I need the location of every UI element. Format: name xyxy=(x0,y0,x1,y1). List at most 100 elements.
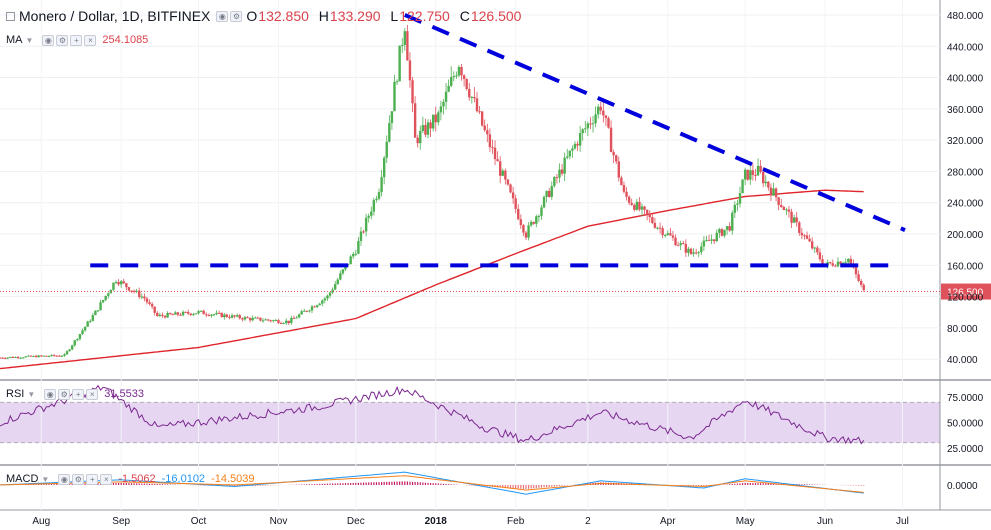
ohlc-close-label: C xyxy=(459,8,470,24)
rsi-legend[interactable]: RSI ▼ ◉ ⚙ + × 31.5533 xyxy=(6,388,144,400)
candle-body xyxy=(269,320,272,322)
candle-body xyxy=(303,310,306,312)
candle-body xyxy=(238,315,241,319)
candle-body xyxy=(313,306,316,308)
candle-body xyxy=(437,112,440,123)
candle-body xyxy=(9,356,12,358)
macd-legend[interactable]: MACD ▼ ◉ ⚙ + × -1.5062 -16.0102 -14.5039 xyxy=(6,473,255,485)
chevron-down-icon[interactable]: ▼ xyxy=(25,35,34,45)
candle-body xyxy=(107,293,110,296)
legend-toolbar[interactable]: ◉ ⚙ xyxy=(216,10,243,22)
main-pane[interactable] xyxy=(0,0,940,378)
candle-body xyxy=(362,231,365,233)
candle-body xyxy=(406,31,409,61)
candles xyxy=(0,24,865,360)
price-tick-label: 480.000 xyxy=(947,11,984,22)
candle-body xyxy=(99,302,102,311)
candle-body xyxy=(491,147,494,149)
candle-body xyxy=(586,123,590,129)
candle-body xyxy=(687,248,690,253)
close-icon[interactable]: × xyxy=(86,388,99,400)
macd-toolbar[interactable]: ◉ ⚙ + × xyxy=(58,473,113,485)
candle-body xyxy=(282,322,285,324)
candle-body xyxy=(241,318,244,320)
price-tick-label: 440.000 xyxy=(947,42,984,53)
trendlines[interactable] xyxy=(90,13,906,268)
candle-body xyxy=(764,181,767,184)
candle-body xyxy=(50,354,53,357)
candle-body xyxy=(483,125,486,131)
candle-body xyxy=(16,356,20,358)
candle-body xyxy=(782,207,786,211)
gear-icon[interactable]: ⚙ xyxy=(56,34,69,46)
candle-body xyxy=(199,310,203,312)
macd-signal-value: -14.5039 xyxy=(211,473,255,485)
candle-body xyxy=(607,118,610,128)
candle-body xyxy=(664,234,667,236)
candle-body xyxy=(834,265,837,267)
candle-body xyxy=(176,312,180,315)
close-icon[interactable]: × xyxy=(100,473,113,485)
time-tick-label: Aug xyxy=(32,516,50,527)
price-tick-label: 120.000 xyxy=(947,293,984,304)
candle-body xyxy=(780,204,783,208)
eye-icon[interactable]: ◉ xyxy=(58,473,71,485)
collapse-icon[interactable] xyxy=(6,11,15,21)
candle-body xyxy=(468,88,471,98)
candle-body xyxy=(212,314,216,316)
symbol-title: Monero / Dollar, 1D, BITFINEX xyxy=(19,8,211,24)
eye-icon[interactable]: ◉ xyxy=(44,388,57,400)
candle-body xyxy=(114,282,118,284)
gear-icon[interactable]: ⚙ xyxy=(58,388,71,400)
candle-body xyxy=(174,312,177,315)
candle-body xyxy=(22,357,25,359)
candle-body xyxy=(179,314,182,316)
candle-body xyxy=(622,185,626,192)
eye-icon[interactable]: ◉ xyxy=(42,34,55,46)
symbol-legend[interactable]: Monero / Dollar, 1D, BITFINEX ◉ ⚙ O132.85… xyxy=(6,8,521,24)
candle-body xyxy=(223,314,226,318)
candle-body xyxy=(426,122,430,135)
chevron-down-icon[interactable]: ▼ xyxy=(27,389,36,399)
candle-body xyxy=(42,355,46,357)
candle-body xyxy=(589,123,592,125)
candle-body xyxy=(547,190,551,197)
candle-body xyxy=(519,219,523,226)
price-tick-label: 360.000 xyxy=(947,105,984,116)
candle-body xyxy=(370,211,373,216)
candle-body xyxy=(367,215,370,218)
candle-body xyxy=(236,315,239,317)
candle-body xyxy=(96,310,100,312)
ma-legend[interactable]: MA ▼ ◉ ⚙ + × 254.1085 xyxy=(6,34,148,46)
candle-body xyxy=(264,319,267,321)
candle-body xyxy=(496,159,499,162)
plus-icon[interactable]: + xyxy=(72,388,85,400)
candle-body xyxy=(315,305,319,308)
candle-body xyxy=(11,356,15,358)
candle-body xyxy=(854,267,858,275)
candle-body xyxy=(517,208,520,220)
gear-icon[interactable]: ⚙ xyxy=(230,10,243,22)
candle-body xyxy=(808,238,811,242)
candle-body xyxy=(94,310,97,316)
price-tick-label: 280.000 xyxy=(947,167,984,178)
candle-body xyxy=(460,66,463,76)
chevron-down-icon[interactable]: ▼ xyxy=(41,474,50,484)
candle-body xyxy=(1,357,4,359)
candle-body xyxy=(625,191,628,197)
candle-body xyxy=(398,45,401,82)
eye-icon[interactable]: ◉ xyxy=(216,10,229,22)
candle-body xyxy=(163,315,167,318)
candle-body xyxy=(540,207,543,216)
rsi-toolbar[interactable]: ◉ ⚙ + × xyxy=(44,388,99,400)
candle-body xyxy=(816,247,819,253)
candle-body xyxy=(578,133,582,146)
plus-icon[interactable]: + xyxy=(70,34,83,46)
candle-body xyxy=(620,177,623,186)
plus-icon[interactable]: + xyxy=(86,473,99,485)
ma-toolbar[interactable]: ◉ ⚙ + × xyxy=(42,34,97,46)
close-icon[interactable]: × xyxy=(84,34,97,46)
gear-icon[interactable]: ⚙ xyxy=(72,473,85,485)
candle-body xyxy=(104,295,107,300)
